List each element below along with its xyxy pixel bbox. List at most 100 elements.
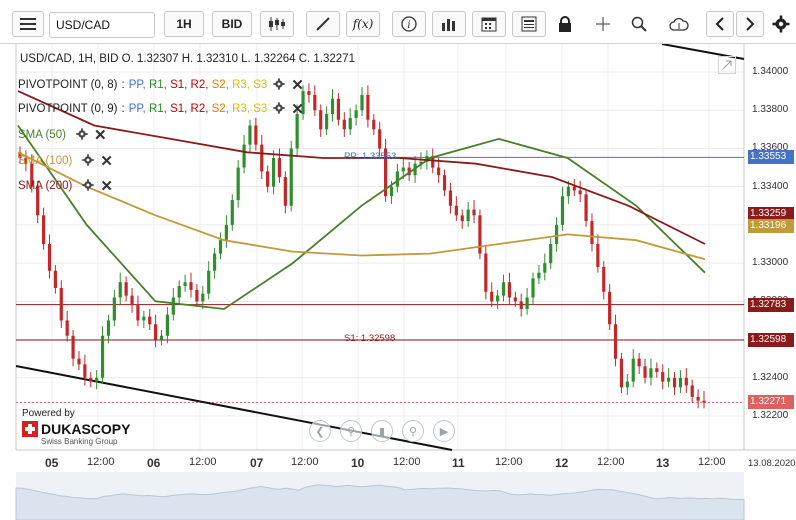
candle-body — [549, 244, 553, 264]
candle-body — [148, 316, 152, 325]
y-tick-label: 1.33600 — [752, 142, 789, 154]
candle-body — [625, 381, 629, 388]
close-icon[interactable]: ✕ — [291, 101, 304, 118]
candle-body — [389, 186, 394, 197]
arrow-left-icon[interactable] — [706, 11, 734, 37]
candle-body — [637, 358, 641, 367]
expand-icon[interactable] — [718, 56, 736, 74]
candle-body — [425, 156, 429, 162]
price-tag: 1.32598 — [748, 332, 794, 347]
candle-body — [631, 358, 635, 382]
candle-body — [454, 205, 458, 216]
fit-button[interactable]: ▮ — [371, 420, 393, 442]
side-select[interactable]: BID — [212, 11, 252, 37]
bar-volume-icon[interactable] — [432, 11, 466, 37]
candle-body — [372, 119, 376, 130]
instrument-input[interactable]: USD/CAD — [49, 12, 155, 38]
arrow-right-icon[interactable] — [736, 11, 764, 37]
x-tick-label: 13 — [656, 456, 670, 470]
y-tick-label: 1.32200 — [752, 410, 789, 421]
zoom-out-button[interactable]: ⚲ — [340, 420, 362, 442]
candles-icon[interactable] — [260, 11, 294, 37]
x-tick-label: 12:00 — [698, 456, 726, 468]
candle-body — [354, 110, 358, 118]
gear-icon[interactable] — [82, 178, 94, 194]
x-tick-label: 11 — [452, 456, 465, 470]
pivot1-s1: S1, — [170, 79, 188, 91]
candle-body — [195, 289, 199, 302]
info-icon[interactable]: i — [392, 11, 426, 37]
candle-body — [236, 167, 240, 201]
candle-body — [496, 295, 500, 302]
chart-area[interactable] — [0, 44, 796, 520]
x-tick-label: 07 — [250, 456, 264, 470]
candle-body — [531, 278, 535, 298]
gear-icon[interactable] — [82, 153, 94, 169]
pivot1-r2: R2, — [190, 79, 209, 91]
pivot2-sep: : — [121, 103, 125, 115]
candle-body — [159, 335, 164, 340]
candle-body — [165, 314, 170, 336]
candle-body — [543, 263, 547, 273]
timeframe-select[interactable]: 1H — [164, 11, 204, 37]
calendar-icon[interactable] — [472, 11, 506, 37]
candle-body — [24, 158, 28, 164]
legend-sma-50[interactable]: SMA (50) ✕ — [18, 126, 107, 144]
gear-icon[interactable] — [76, 127, 88, 143]
close-icon[interactable]: ✕ — [93, 127, 107, 144]
draw-pen-icon[interactable] — [306, 11, 340, 37]
cloud-upload-icon[interactable] — [664, 11, 694, 37]
close-icon[interactable]: ✕ — [291, 77, 304, 94]
gear-icon[interactable] — [273, 77, 285, 93]
candle-body — [619, 358, 624, 388]
candle-body — [613, 324, 618, 359]
candle-body — [59, 287, 63, 321]
pivot1-s3: S3 — [253, 79, 268, 91]
price-tag: 1.33259 — [748, 206, 794, 221]
x-tick-label: 12:00 — [393, 456, 421, 468]
candle-body — [36, 186, 40, 216]
candle-body — [183, 282, 187, 287]
news-icon[interactable] — [512, 11, 546, 37]
legend-sma-200[interactable]: SMA (200) ✕ — [18, 177, 113, 195]
toolbar: USD/CAD 1H BID f(x) i — [0, 0, 796, 44]
crosshair-icon[interactable] — [590, 11, 616, 37]
candle-body — [448, 190, 453, 206]
legend-pivot-1[interactable]: PIVOTPOINT (0, 8) : PP, R1, S1, R2, S2, … — [18, 76, 304, 94]
pivot2-r1: R1, — [148, 103, 167, 115]
candle-body — [649, 368, 653, 378]
legend-sma-100[interactable]: SMA (100) ✕ — [18, 152, 113, 170]
candle-body — [248, 125, 252, 145]
candle-body — [537, 272, 541, 279]
x-tick-label: 13.08.2020 — [748, 458, 796, 469]
candle-body — [277, 158, 282, 178]
menu-icon[interactable] — [12, 11, 44, 37]
close-icon[interactable]: ✕ — [100, 178, 113, 195]
fx-icon[interactable]: f(x) — [346, 11, 380, 37]
pp-line-label: PP: 1.33553 — [344, 151, 397, 162]
candle-body — [189, 282, 193, 290]
candle-body — [130, 295, 134, 306]
x-tick-label: 12 — [555, 456, 569, 470]
scroll-left-button[interactable]: ❮ — [309, 420, 331, 442]
y-tick-label: 1.34000 — [752, 66, 789, 77]
branding: Powered by DUKASCOPY Swiss Banking Group — [22, 408, 130, 446]
zoom-icon[interactable] — [626, 11, 652, 37]
gear-icon[interactable] — [273, 101, 285, 117]
candle-body — [525, 297, 529, 309]
candle-body — [336, 98, 341, 120]
settings-gear-icon[interactable] — [770, 11, 792, 37]
scroll-right-button[interactable]: ▶ — [433, 420, 455, 442]
price-tag: 1.32271 — [748, 395, 794, 410]
pivot2-s2: S2, — [211, 103, 229, 115]
candle-body — [65, 320, 69, 336]
zoom-in-button[interactable]: ⚲ — [402, 420, 424, 442]
legend-pivot-2[interactable]: PIVOTPOINT (0, 9) : PP, R1, S1, R2, S2, … — [18, 100, 304, 118]
candle-body — [507, 282, 512, 298]
candle-body — [383, 148, 388, 197]
overview-area — [15, 484, 745, 520]
pivot2-s3: S3 — [253, 103, 268, 115]
lock-icon[interactable] — [552, 11, 578, 37]
close-icon[interactable]: ✕ — [100, 153, 113, 170]
candle-body — [584, 194, 588, 222]
